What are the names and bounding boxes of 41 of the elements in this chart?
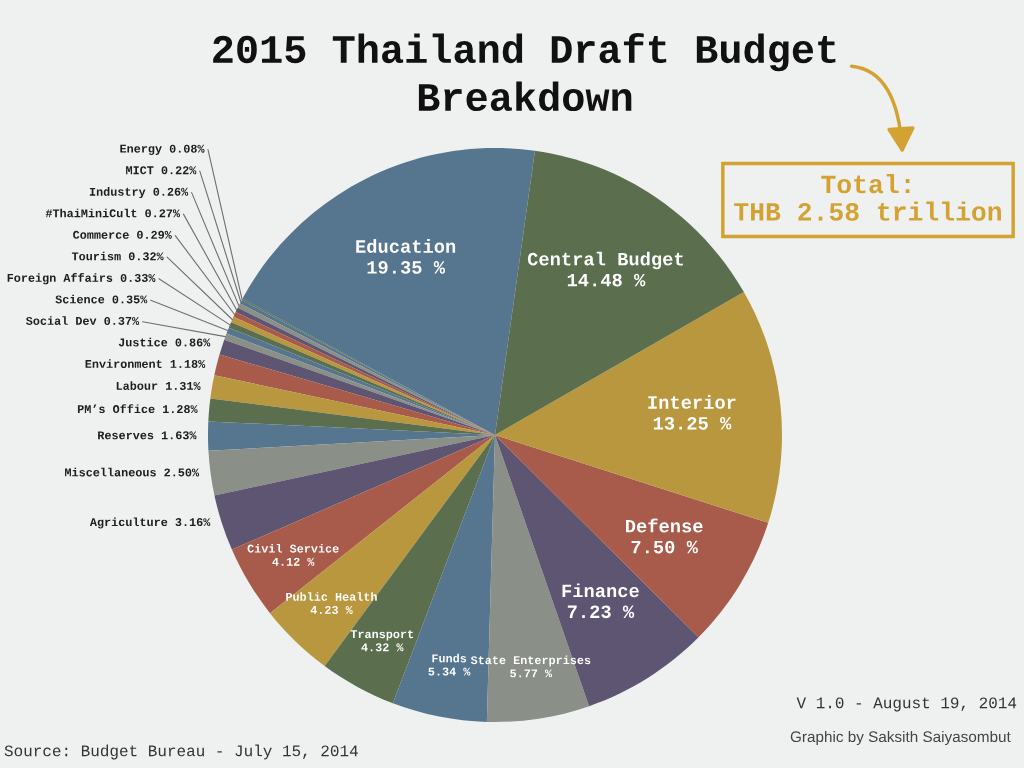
data-label: 4.23 % [310, 605, 353, 614]
slice-label: MICT 0.22% [126, 166, 197, 175]
slice-label: Education [356, 239, 456, 253]
data-label: 5.77 % [510, 669, 553, 678]
slice-label: #ThaiMiniCult 0.27% [45, 208, 181, 218]
slice-label: Transport [350, 630, 413, 641]
slice-label: Reserves 1.63% [98, 431, 197, 440]
slice-label: State Enterprises [470, 655, 591, 667]
data-label: 4.32 % [361, 643, 404, 652]
data-label: 4.12 % [272, 557, 315, 566]
text: Graphic by Saksith Saiyasombut [790, 730, 1011, 746]
slice-label: Defense [626, 518, 703, 533]
slice-label: Science 0.35% [55, 294, 148, 304]
slice-label: Miscellaneous 2.50% [65, 467, 200, 477]
text: V 1.0 - August 19, 2014 [796, 697, 1017, 712]
slice-label: Labour 1.31% [116, 381, 201, 390]
slice-label: Justice 0.86% [118, 337, 211, 347]
slice-label: Finance [562, 583, 639, 598]
chart-title: 2015 Thailand Draft Budget Breakdown [213, 32, 836, 112]
data-label: 13.25 % [653, 416, 732, 430]
slice-label: Commerce 0.29% [73, 230, 172, 239]
data-label: 7.23 % [567, 605, 635, 619]
slice-label: PM’s Office 1.28% [77, 404, 198, 414]
slice-label: Industry 0.26% [89, 187, 189, 199]
text: Total: THB 2.58 trillion [734, 173, 1001, 221]
slice-label: Agriculture 3.16% [89, 517, 211, 529]
slice-label: Foreign Affairs 0.33% [7, 273, 156, 285]
data-label: 19.35 % [367, 261, 446, 274]
data-label: 7.50 % [631, 540, 698, 554]
slice-label: Central Budget [527, 251, 683, 270]
slice-label: Environment 1.18% [85, 359, 206, 368]
slice-label: Tourism 0.32% [71, 251, 164, 261]
slice-label: Interior [648, 395, 736, 409]
slice-label: Funds [432, 653, 467, 663]
data-label: 5.34 % [428, 667, 471, 676]
slice-label: Social Dev 0.37% [25, 316, 140, 325]
data-label: 14.48 % [567, 273, 646, 287]
slice-label: Energy 0.08% [120, 144, 205, 156]
source-note: Source: Budget Bureau - July 15, 2014 [4, 744, 358, 760]
slice-label: Public Health [286, 592, 377, 601]
slice-label: Civil Service [247, 543, 339, 553]
